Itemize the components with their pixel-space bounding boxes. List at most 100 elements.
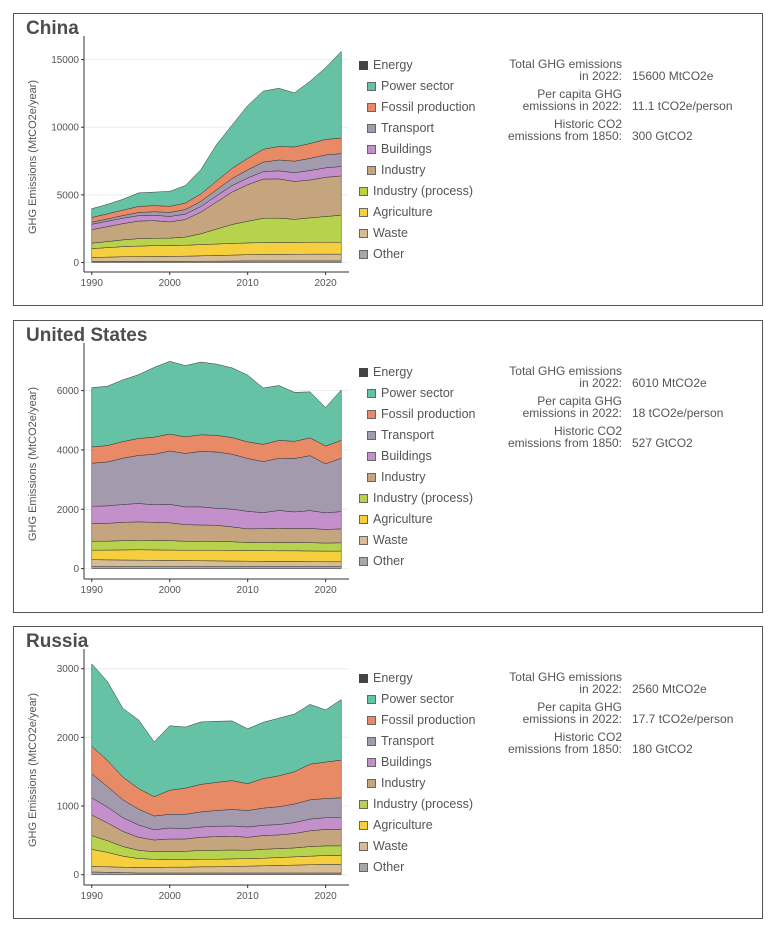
legend-item: Waste [359,839,408,853]
legend-label: Power sector [381,386,454,400]
stat-label: Per capita GHG emissions in 2022: [522,700,622,726]
stat-label: Per capita GHG emissions in 2022: [522,394,622,420]
legend-label: Industry [381,163,426,177]
legend-swatch [359,368,368,377]
x-tick-label: 2010 [237,891,260,902]
country-panel: Russia 0 1000 2000 3000 1990 2000 2010 2020 GHG E… [13,626,763,919]
area-series-other [91,565,342,569]
legend-swatch [359,674,368,683]
legend-item: Other [359,860,404,874]
legend-label: Other [373,247,405,261]
legend-label: Transport [381,121,435,135]
stat-value: 6010 MtCO2e [632,376,707,390]
legend-swatch [359,842,368,851]
legend-item: Agriculture [359,205,433,219]
area-series-power-sector [91,50,342,218]
legend-swatch [359,863,368,872]
x-tick-label: 2010 [237,585,260,596]
panel-title: China [26,18,79,39]
legend-swatch [367,779,376,788]
legend-swatch [367,389,376,398]
stat-value: 300 GtCO2 [632,129,693,143]
legend-label: Fossil production [381,100,476,114]
y-axis-label: GHG Emissions (MtCO2e/year) [27,693,39,847]
x-tick-label: 2020 [314,891,337,902]
y-axis-label: GHG Emissions (MtCO2e/year) [27,80,39,234]
legend-swatch [367,166,376,175]
stat-row: Per capita GHG emissions in 2022: 17.7 tC… [484,701,754,731]
legend-label: Transport [381,428,435,442]
legend-item: Energy [359,671,413,685]
y-axis-label: GHG Emissions (MtCO2e/year) [27,387,39,541]
legend-item: Transport [359,428,434,442]
legend-item: Other [359,247,404,261]
stat-row: Historic CO2 emissions from 1850: 527 GtC… [484,425,754,455]
stat-row: Total GHG emissions in 2022: 6010 MtCO2e [484,365,754,395]
legend-item: Transport [359,734,434,748]
legend-swatch [359,61,368,70]
stat-row: Total GHG emissions in 2022: 15600 MtCO2e [484,58,754,88]
legend-label: Transport [381,734,435,748]
stat-row: Historic CO2 emissions from 1850: 300 GtC… [484,118,754,148]
legend-label: Other [373,554,405,568]
x-tick-label: 2000 [159,891,182,902]
y-tick-label: 0 [73,870,79,881]
legend-swatch [367,737,376,746]
y-tick-label: 0 [73,258,79,269]
stat-row: Historic CO2 emissions from 1850: 180 GtC… [484,731,754,761]
legend-label: Agriculture [373,512,433,526]
legend-swatch [367,758,376,767]
legend-label: Agriculture [373,205,433,219]
area-series-transport [91,450,342,514]
legend-swatch [367,82,376,91]
legend-item: Agriculture [359,818,433,832]
legend-item: Fossil production [359,100,476,114]
legend-label: Energy [373,671,413,685]
stat-label: Historic CO2 emissions from 1850: [507,730,622,756]
stat-value: 2560 MtCO2e [632,682,707,696]
legend-swatch [367,431,376,440]
legend-swatch [367,410,376,419]
area-series-power-sector [91,361,342,448]
legend-swatch [359,250,368,259]
y-tick-label: 15000 [51,55,79,66]
stat-label: Total GHG emissions in 2022: [509,670,622,696]
stat-label: Total GHG emissions in 2022: [509,57,622,83]
legend-swatch [359,494,368,503]
legend-item: Industry (process) [359,797,473,811]
legend-item: Waste [359,226,408,240]
legend-item: Energy [359,58,413,72]
y-tick-label: 2000 [57,733,80,744]
y-tick-label: 2000 [57,505,80,516]
country-panel: United States 0 2000 4000 6000 1990 2000 2010 20… [13,320,763,613]
x-tick-label: 2000 [159,585,182,596]
legend-label: Industry [381,776,426,790]
legend-swatch [367,452,376,461]
x-tick-label: 2020 [314,278,337,289]
legend-swatch [359,515,368,524]
y-tick-label: 4000 [57,445,80,456]
legend-swatch [367,145,376,154]
legend-label: Waste [373,533,408,547]
legend-swatch [359,800,368,809]
area-chart: 0 5000 10000 15000 1990 2000 2010 2020 GHG Emiss… [27,36,349,289]
area-series-agriculture [91,549,342,563]
legend-swatch [367,695,376,704]
legend-item: Energy [359,365,413,379]
legend-item: Industry (process) [359,184,473,198]
legend-label: Energy [373,365,413,379]
legend-label: Industry (process) [373,184,474,198]
legend-item: Waste [359,533,408,547]
legend-item: Agriculture [359,512,433,526]
legend-label: Power sector [381,692,454,706]
legend-item: Buildings [359,449,432,463]
legend-item: Fossil production [359,713,476,727]
country-panel: China 0 5000 10000 15000 1990 2000 2010 2020 GHG … [13,13,763,306]
legend-swatch [359,229,368,238]
legend-item: Industry [359,163,425,177]
legend-item: Power sector [359,79,454,93]
y-tick-label: 5000 [57,190,80,201]
legend-label: Waste [373,226,408,240]
y-tick-label: 3000 [57,664,80,675]
legend-swatch [359,208,368,217]
